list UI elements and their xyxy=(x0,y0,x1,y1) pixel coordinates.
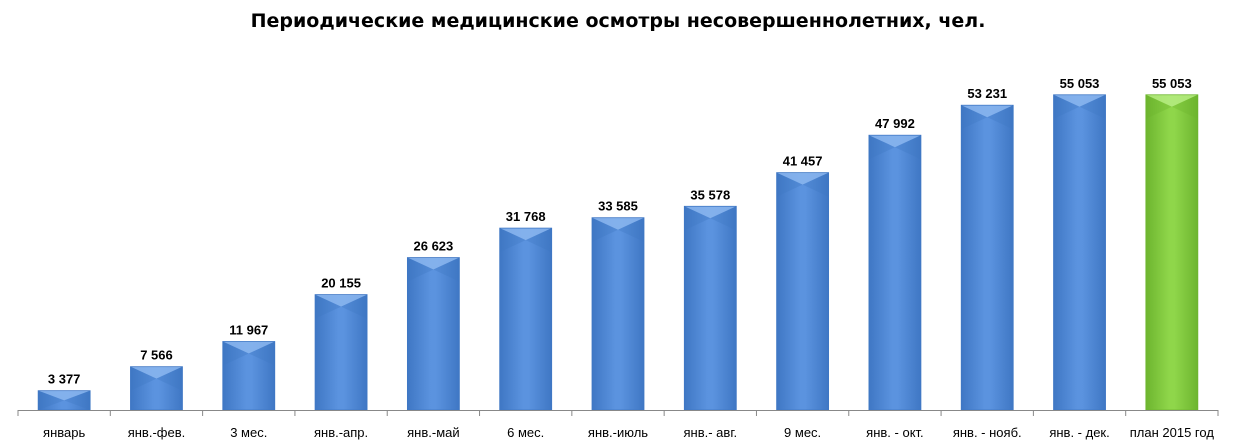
bar-bevel-top xyxy=(222,341,275,354)
bar-bevel-right xyxy=(1079,94,1106,119)
bar-bevel-right xyxy=(802,172,829,197)
bar-bevel-left xyxy=(776,172,803,197)
category-label-11: янв. - нояб. xyxy=(953,425,1022,440)
bar-bevel-right xyxy=(618,217,644,242)
bar-bevel-left xyxy=(407,257,434,282)
category-label-7: янв.-июль xyxy=(588,425,648,440)
bar-bevel-top xyxy=(961,105,1014,118)
bar-3 xyxy=(222,341,276,411)
category-label-1: январь xyxy=(43,425,85,440)
value-label-4: 20 155 xyxy=(321,276,361,291)
bar-bevel-left xyxy=(315,294,342,319)
bar-1 xyxy=(37,390,91,411)
bar-bevel-top xyxy=(407,257,460,270)
category-label-8: янв.- авг. xyxy=(684,425,738,440)
value-label-3: 11 967 xyxy=(229,322,268,337)
category-label-5: янв.-май xyxy=(407,425,460,440)
bar-bevel-left xyxy=(592,217,618,242)
category-label-12: янв. - дек. xyxy=(1049,425,1109,440)
bar-bevel-top xyxy=(592,217,644,230)
bar-10 xyxy=(868,134,922,411)
value-label-7: 33 585 xyxy=(598,199,638,214)
value-label-13: 55 053 xyxy=(1152,76,1192,91)
bar-body xyxy=(499,228,552,410)
bar-bevel-right xyxy=(894,135,921,160)
bar-13 xyxy=(1145,94,1199,411)
bar-bevel-top xyxy=(1053,94,1106,107)
bar-bevel-top xyxy=(868,135,921,148)
bar-11 xyxy=(960,104,1014,411)
value-label-8: 35 578 xyxy=(690,187,730,202)
value-label-1: 3 377 xyxy=(48,372,81,387)
bars-layer xyxy=(37,94,1199,411)
chart-title: Периодические медицинские осмотры несове… xyxy=(250,10,986,32)
bar-body xyxy=(1053,94,1106,411)
category-label-6: 6 мес. xyxy=(507,425,544,440)
bar-bevel-top xyxy=(684,206,737,219)
bar-bevel-left xyxy=(499,228,526,253)
category-label-2: янв.-фев. xyxy=(128,425,186,440)
bar-6 xyxy=(499,227,553,411)
bar-bevel-right xyxy=(1171,94,1198,119)
bar-5 xyxy=(406,257,460,411)
bar-bevel-left xyxy=(868,135,895,160)
value-label-12: 55 053 xyxy=(1060,76,1100,91)
bar-body xyxy=(868,135,921,410)
bar-bevel-top xyxy=(776,172,829,185)
bar-body xyxy=(684,206,737,410)
category-label-3: 3 мес. xyxy=(230,425,267,440)
category-label-10: янв. - окт. xyxy=(866,425,923,440)
bar-bevel-left xyxy=(130,366,157,391)
bar-bevel-right xyxy=(64,390,91,410)
value-label-9: 41 457 xyxy=(783,154,823,169)
bar-12 xyxy=(1053,94,1106,411)
bar-body xyxy=(315,294,368,410)
bar-bevel-top xyxy=(38,390,91,401)
value-label-11: 53 231 xyxy=(967,86,1007,101)
bar-body xyxy=(592,217,644,410)
bar-bevel-left xyxy=(38,390,65,410)
bar-bevel-left xyxy=(961,105,988,130)
bar-8 xyxy=(683,205,737,411)
bar-body xyxy=(1145,94,1198,411)
x-axis xyxy=(17,410,1219,416)
bar-bevel-left xyxy=(1053,94,1080,119)
category-label-9: 9 мес. xyxy=(784,425,821,440)
bar-4 xyxy=(314,294,368,411)
bar-bevel-top xyxy=(315,294,368,307)
bar-2 xyxy=(130,366,183,411)
bar-9 xyxy=(776,172,830,411)
value-label-5: 26 623 xyxy=(414,239,454,254)
bar-bevel-top xyxy=(130,366,183,379)
bar-bevel-left xyxy=(1145,94,1172,119)
value-label-2: 7 566 xyxy=(140,348,173,363)
category-label-4: янв.-апр. xyxy=(314,425,368,440)
labels-layer: 3 377 январь 7 566 янв.-фев. 11 967 3 мес. 20 … xyxy=(43,76,1214,440)
category-label-13: план 2015 год xyxy=(1130,425,1215,440)
bar-body xyxy=(776,172,829,410)
bar-7 xyxy=(591,217,645,411)
bar-bevel-top xyxy=(1145,94,1198,107)
bar-bevel-right xyxy=(341,294,368,319)
bar-bevel-right xyxy=(987,105,1014,130)
value-label-6: 31 768 xyxy=(506,209,546,224)
bar-bevel-right xyxy=(525,228,552,253)
bar-body xyxy=(407,257,460,410)
bar-bevel-left xyxy=(684,206,711,231)
bar-bevel-right xyxy=(156,366,183,391)
bar-body xyxy=(961,105,1014,410)
bar-bevel-right xyxy=(248,341,275,366)
value-label-10: 47 992 xyxy=(875,116,915,131)
bar-bevel-right xyxy=(433,257,460,282)
bar-bevel-left xyxy=(222,341,249,366)
bar-bevel-top xyxy=(499,228,552,241)
bar-bevel-right xyxy=(710,206,737,231)
